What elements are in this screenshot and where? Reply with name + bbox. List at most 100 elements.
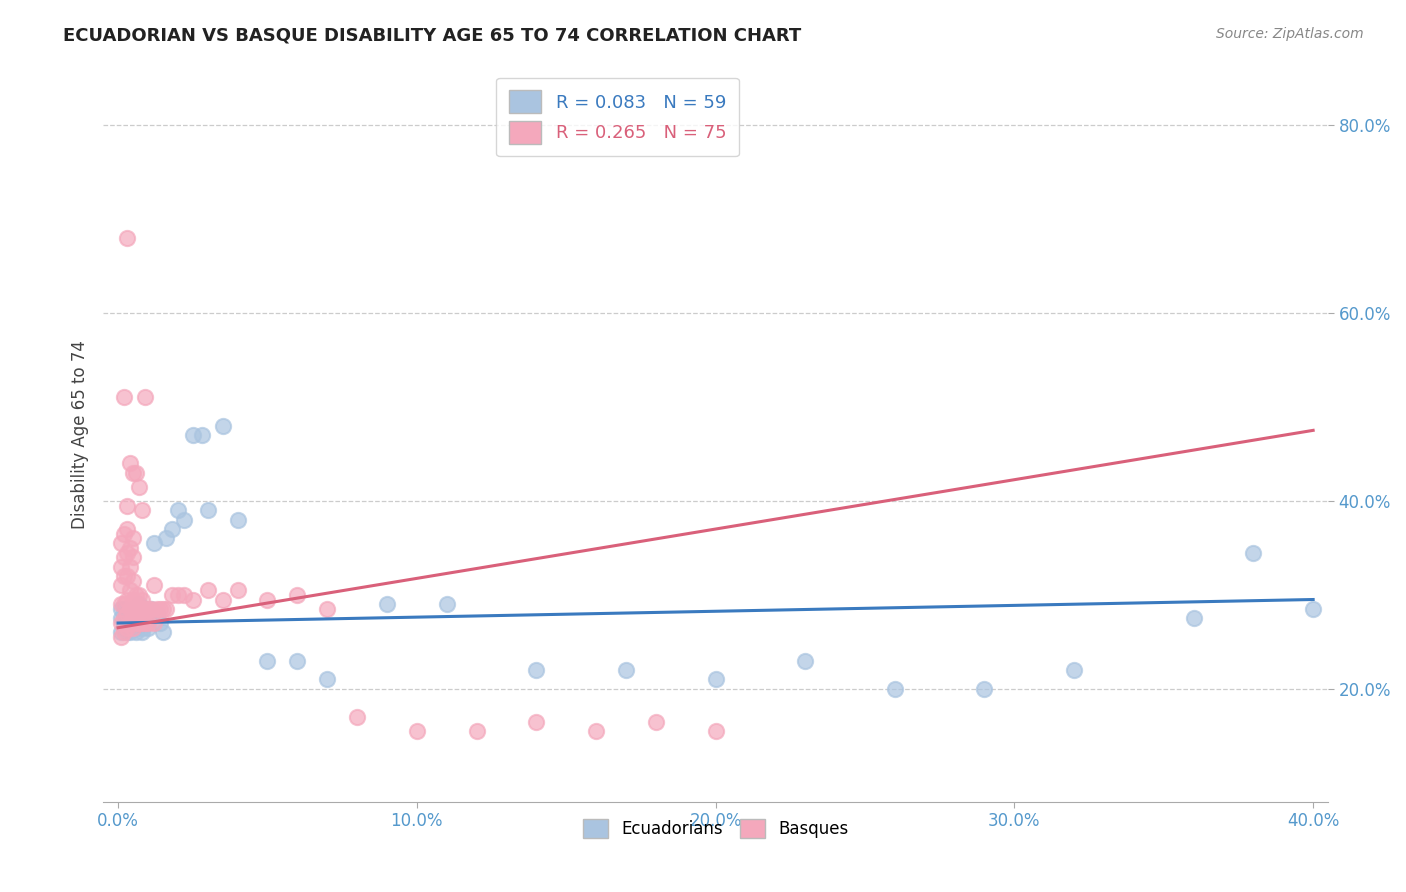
Point bbox=[181, 592, 204, 607]
Point bbox=[122, 550, 145, 565]
Point bbox=[134, 391, 156, 405]
Point bbox=[122, 592, 145, 607]
Point bbox=[110, 536, 132, 550]
Point bbox=[285, 654, 308, 668]
Point bbox=[614, 663, 637, 677]
Point bbox=[131, 615, 153, 630]
Point bbox=[125, 588, 148, 602]
Point bbox=[112, 615, 135, 630]
Point bbox=[128, 602, 150, 616]
Point bbox=[226, 583, 249, 598]
Point bbox=[112, 391, 135, 405]
Point bbox=[139, 602, 162, 616]
Point bbox=[122, 574, 145, 588]
Point bbox=[115, 522, 138, 536]
Point bbox=[122, 611, 145, 625]
Point bbox=[122, 621, 145, 635]
Point bbox=[375, 597, 398, 611]
Point bbox=[136, 611, 159, 625]
Point bbox=[155, 602, 177, 616]
Point bbox=[1063, 663, 1085, 677]
Point bbox=[136, 621, 159, 635]
Text: Source: ZipAtlas.com: Source: ZipAtlas.com bbox=[1216, 27, 1364, 41]
Legend: Ecuadorians, Basques: Ecuadorians, Basques bbox=[576, 812, 855, 845]
Point bbox=[134, 602, 156, 616]
Point bbox=[152, 625, 174, 640]
Point bbox=[122, 602, 145, 616]
Point bbox=[118, 602, 141, 616]
Point bbox=[125, 625, 148, 640]
Point bbox=[110, 602, 132, 616]
Point bbox=[128, 597, 150, 611]
Point bbox=[146, 602, 169, 616]
Point bbox=[128, 607, 150, 621]
Point bbox=[115, 607, 138, 621]
Point bbox=[1302, 602, 1324, 616]
Point bbox=[166, 588, 188, 602]
Point bbox=[110, 625, 132, 640]
Point bbox=[112, 597, 135, 611]
Point bbox=[436, 597, 458, 611]
Point bbox=[115, 611, 138, 625]
Point bbox=[118, 625, 141, 640]
Point bbox=[115, 607, 138, 621]
Point bbox=[131, 503, 153, 517]
Point bbox=[115, 621, 138, 635]
Point bbox=[139, 602, 162, 616]
Point bbox=[128, 588, 150, 602]
Point bbox=[112, 621, 135, 635]
Point bbox=[152, 602, 174, 616]
Point bbox=[142, 536, 165, 550]
Point bbox=[112, 611, 135, 625]
Text: ECUADORIAN VS BASQUE DISABILITY AGE 65 TO 74 CORRELATION CHART: ECUADORIAN VS BASQUE DISABILITY AGE 65 T… bbox=[63, 27, 801, 45]
Point bbox=[125, 466, 148, 480]
Point bbox=[131, 611, 153, 625]
Point bbox=[142, 615, 165, 630]
Point bbox=[122, 532, 145, 546]
Point bbox=[883, 681, 905, 696]
Point bbox=[524, 714, 547, 729]
Point bbox=[197, 503, 219, 517]
Point bbox=[131, 592, 153, 607]
Point bbox=[110, 597, 132, 611]
Point bbox=[226, 513, 249, 527]
Point bbox=[136, 602, 159, 616]
Point bbox=[134, 602, 156, 616]
Point bbox=[110, 611, 132, 625]
Point bbox=[346, 710, 368, 724]
Point bbox=[704, 673, 727, 687]
Point bbox=[122, 607, 145, 621]
Point bbox=[115, 592, 138, 607]
Point bbox=[173, 588, 195, 602]
Point bbox=[131, 621, 153, 635]
Point bbox=[112, 569, 135, 583]
Point bbox=[118, 559, 141, 574]
Point bbox=[128, 480, 150, 494]
Point bbox=[115, 545, 138, 559]
Point bbox=[160, 588, 183, 602]
Point bbox=[256, 592, 278, 607]
Point bbox=[256, 654, 278, 668]
Point bbox=[112, 602, 135, 616]
Point bbox=[118, 615, 141, 630]
Point bbox=[110, 615, 132, 630]
Point bbox=[115, 230, 138, 244]
Point bbox=[704, 724, 727, 739]
Point bbox=[115, 621, 138, 635]
Point bbox=[131, 602, 153, 616]
Point bbox=[118, 583, 141, 598]
Point bbox=[166, 503, 188, 517]
Point bbox=[173, 513, 195, 527]
Point bbox=[112, 625, 135, 640]
Point bbox=[197, 583, 219, 598]
Point bbox=[128, 615, 150, 630]
Point bbox=[1182, 611, 1205, 625]
Y-axis label: Disability Age 65 to 74: Disability Age 65 to 74 bbox=[72, 341, 89, 530]
Point bbox=[110, 559, 132, 574]
Point bbox=[118, 615, 141, 630]
Point bbox=[405, 724, 427, 739]
Point bbox=[118, 611, 141, 625]
Point bbox=[134, 615, 156, 630]
Point bbox=[644, 714, 666, 729]
Point bbox=[136, 615, 159, 630]
